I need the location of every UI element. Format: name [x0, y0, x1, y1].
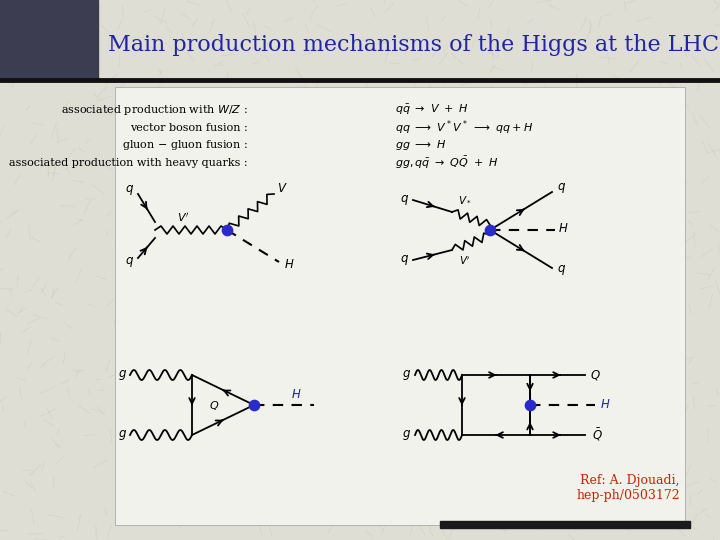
Text: $g$: $g$: [402, 368, 412, 382]
Point: [485, 226, 496, 234]
Text: $V'$: $V'$: [177, 211, 189, 224]
Text: Ref: A. Djouadi,
hep-ph/0503172: Ref: A. Djouadi, hep-ph/0503172: [577, 474, 680, 502]
Text: $H$: $H$: [284, 259, 294, 272]
Text: $q\bar{q}\ \rightarrow\ V\ +\ H$: $q\bar{q}\ \rightarrow\ V\ +\ H$: [395, 103, 469, 117]
Text: $g$: $g$: [117, 368, 127, 382]
Text: $\bar{Q}$: $\bar{Q}$: [592, 427, 603, 443]
Text: $qq\ \longrightarrow\ V^*V^*\ \longrightarrow\ qq + H$: $qq\ \longrightarrow\ V^*V^*\ \longright…: [395, 119, 534, 137]
Text: $g$: $g$: [117, 428, 127, 442]
Text: $V_*$: $V_*$: [458, 195, 472, 205]
Point: [221, 226, 233, 234]
Point: [248, 401, 260, 409]
Text: associated production with heavy quarks :: associated production with heavy quarks …: [9, 158, 248, 168]
Text: $H$: $H$: [558, 221, 568, 234]
Text: $gg, q\bar{q}\ \rightarrow\ Q\bar{Q}\ +\ H$: $gg, q\bar{q}\ \rightarrow\ Q\bar{Q}\ +\…: [395, 155, 498, 171]
Text: $gg\ \longrightarrow\ H$: $gg\ \longrightarrow\ H$: [395, 138, 446, 152]
Text: $H$: $H$: [291, 388, 301, 401]
Text: $g$: $g$: [402, 428, 412, 442]
Text: $H$: $H$: [600, 399, 611, 411]
Text: $q$: $q$: [400, 253, 410, 267]
Text: $Q$: $Q$: [590, 368, 600, 382]
Text: $V$: $V$: [276, 181, 287, 194]
Text: $V'$: $V'$: [459, 255, 471, 267]
Text: gluon $-$ gluon fusion :: gluon $-$ gluon fusion :: [122, 138, 248, 152]
Bar: [440, 521, 690, 528]
Text: associated production with $W/Z$ :: associated production with $W/Z$ :: [61, 103, 248, 117]
Text: vector boson fusion :: vector boson fusion :: [130, 123, 248, 133]
Bar: [115, 87, 685, 525]
Text: $q$: $q$: [557, 181, 567, 195]
Point: [524, 401, 536, 409]
Text: $Q$: $Q$: [209, 399, 219, 411]
Text: $q$: $q$: [400, 193, 410, 207]
Text: $q$: $q$: [557, 263, 567, 277]
Bar: [0, 0, 98, 80]
Text: $q$: $q$: [125, 255, 135, 269]
Text: $q$: $q$: [125, 183, 135, 197]
Text: Main production mechanisms of the Higgs at the LHC: Main production mechanisms of the Higgs …: [108, 34, 719, 56]
